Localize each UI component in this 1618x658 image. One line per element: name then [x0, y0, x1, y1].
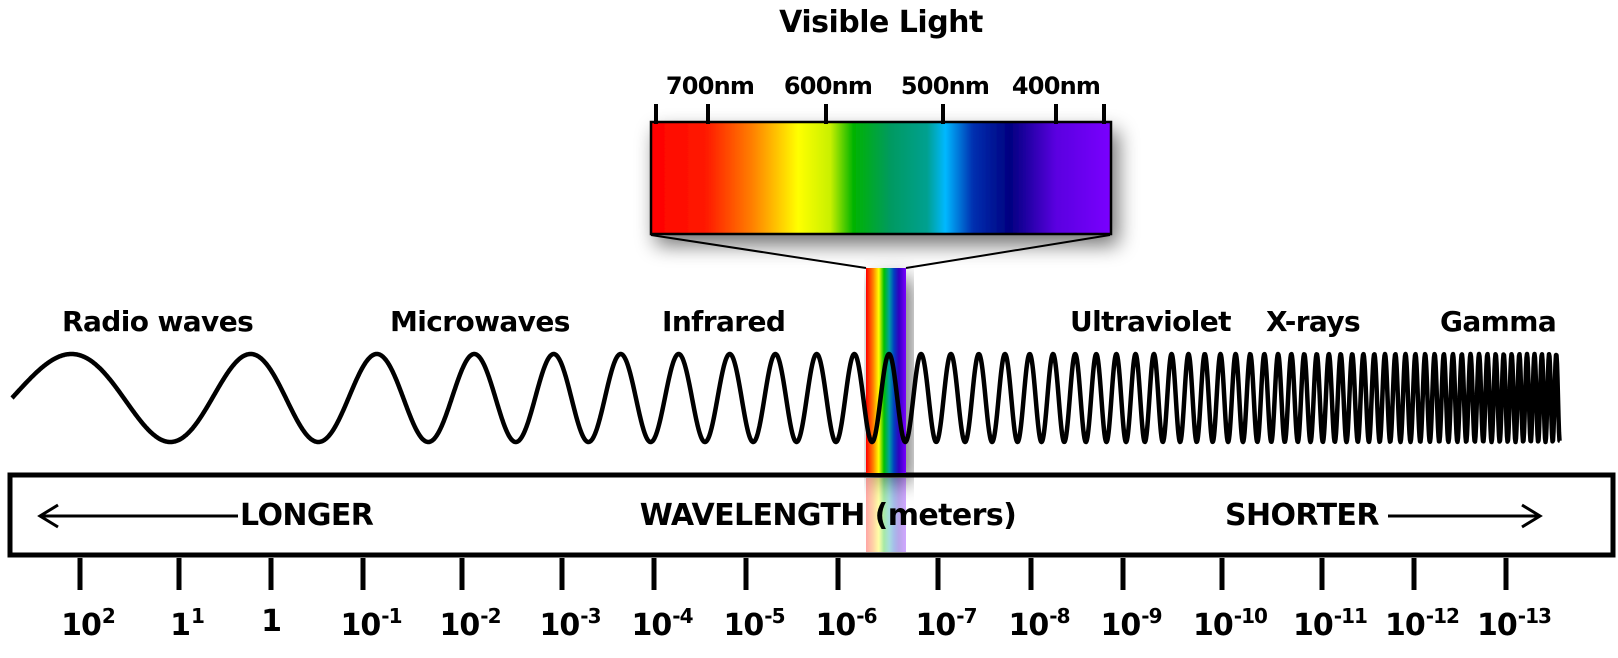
nm-label-500: 500nm	[900, 72, 990, 100]
scale-tick-label: 1	[261, 604, 282, 639]
scale-tick-label: 10-8	[1008, 604, 1071, 643]
longer-label: LONGER	[240, 498, 374, 533]
zoom-line-left	[650, 234, 867, 269]
scale-tick-label: 10-5	[723, 604, 786, 643]
shorter-label: SHORTER	[1225, 498, 1379, 533]
nm-label-700: 700nm	[665, 72, 755, 100]
shorter-arrow	[1388, 503, 1543, 529]
band-label-gamma: Gamma	[1440, 305, 1557, 338]
scale-tick-label: 10-6	[815, 604, 878, 643]
nm-label-400: 400nm	[1011, 72, 1101, 100]
band-label-infrared: Infrared	[662, 305, 786, 338]
scale-tick-label: 10-2	[439, 604, 502, 643]
band-label-radio: Radio waves	[62, 305, 254, 338]
zoom-line-right	[905, 234, 1111, 269]
scale-tick-label: 10-4	[631, 604, 694, 643]
em-wave	[10, 351, 1562, 445]
nm-label-600: 600nm	[783, 72, 873, 100]
band-label-ultraviolet: Ultraviolet	[1070, 305, 1231, 338]
wavelength-axis-label: WAVELENGTH (meters)	[639, 498, 1017, 533]
scale-tick-marks	[77, 558, 1509, 590]
scale-tick-label: 102	[61, 604, 116, 643]
scale-tick-label: 10-7	[915, 604, 978, 643]
scale-tick-label: 10-1	[340, 604, 403, 643]
scale-tick-label: 10-13	[1477, 604, 1552, 643]
scale-tick-label: 11	[170, 604, 205, 643]
band-label-microwaves: Microwaves	[390, 305, 570, 338]
visible-spectrum-bar	[649, 120, 1113, 236]
visible-light-title: Visible Light	[779, 5, 983, 40]
nm-ruler	[654, 104, 1106, 124]
band-label-xrays: X-rays	[1266, 305, 1361, 338]
visible-band-strip-faded	[866, 478, 906, 552]
scale-tick-label: 10-3	[539, 604, 602, 643]
scale-tick-label: 10-11	[1293, 604, 1368, 643]
scale-tick-label: 10-9	[1100, 604, 1163, 643]
scale-tick-label: 10-10	[1193, 604, 1268, 643]
scale-tick-label: 10-12	[1385, 604, 1460, 643]
longer-arrow	[37, 503, 238, 529]
